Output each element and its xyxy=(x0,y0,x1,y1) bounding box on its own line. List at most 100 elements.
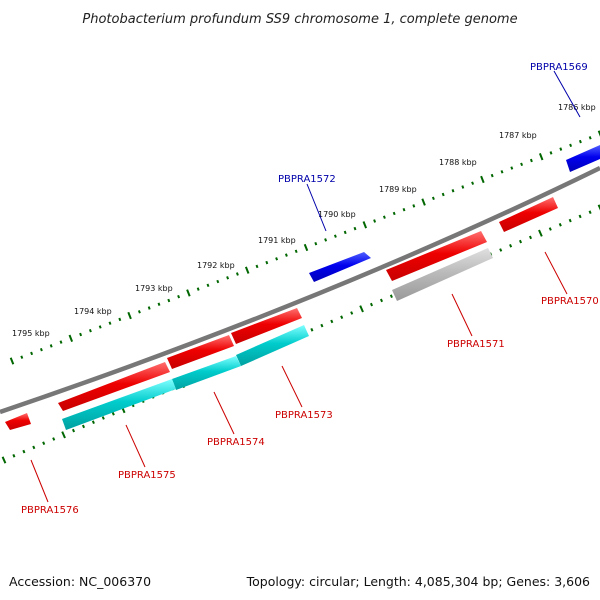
scale-tick xyxy=(20,355,24,359)
scale-tick xyxy=(520,162,524,167)
gene-label-PBPRA1573[interactable]: PBPRA1573 xyxy=(275,410,333,421)
gene-feature-blue[interactable] xyxy=(566,145,600,172)
leader-PBPRA1571 xyxy=(451,293,473,337)
scale-tick xyxy=(597,204,600,211)
scale-tick xyxy=(559,147,563,151)
leader-PBPRA1574 xyxy=(213,391,235,435)
scale-tick xyxy=(206,283,210,288)
scale-label-1795: 1795 kbp xyxy=(12,329,50,338)
scale-tick xyxy=(177,294,181,299)
scale-tick xyxy=(303,243,309,252)
scale-tick xyxy=(480,175,485,184)
scale-tick xyxy=(421,198,426,206)
gene-feature-blue[interactable] xyxy=(309,252,371,282)
scale-tick xyxy=(91,420,95,424)
scale-tick xyxy=(499,248,503,252)
scale-tick xyxy=(490,173,494,178)
scale-tick xyxy=(538,229,543,237)
scale-label-1787: 1787 kbp xyxy=(499,131,537,140)
scale-tick xyxy=(588,210,592,214)
scale-tick xyxy=(71,428,76,433)
scale-tick xyxy=(431,196,435,201)
leader-PBPRA1575 xyxy=(125,424,146,468)
scale-tick xyxy=(101,416,105,420)
scale-tick xyxy=(412,204,416,208)
scale-tick xyxy=(568,218,572,223)
scale-tick xyxy=(333,234,337,238)
gene-feature-cyan[interactable] xyxy=(172,356,241,390)
scale-tick xyxy=(402,207,406,212)
scale-tick xyxy=(549,151,553,155)
gene-PBPRA1571[interactable] xyxy=(386,231,493,301)
scale-tick xyxy=(22,449,26,454)
gene-labels: PBPRA1569 PBPRA1570 PBPRA1571 PBPRA1572 … xyxy=(21,62,599,516)
scale-tick xyxy=(42,441,46,445)
accession-text: Accession: NC_006370 xyxy=(9,574,151,589)
scale-ticks-forward xyxy=(9,130,600,365)
gene-feature-red[interactable] xyxy=(167,335,234,369)
scale-tick xyxy=(32,445,36,450)
gene-label-PBPRA1571[interactable]: PBPRA1571 xyxy=(447,339,505,350)
genome-summary-text: Topology: circular; Length: 4,085,304 bp… xyxy=(246,574,590,589)
gene-feature-cyan[interactable] xyxy=(236,325,309,366)
gene-feature-red[interactable] xyxy=(499,197,558,232)
gene-label-PBPRA1575[interactable]: PBPRA1575 xyxy=(118,470,176,481)
leader-PBPRA1576 xyxy=(30,459,49,503)
scale-tick xyxy=(52,437,56,441)
gene-feature-cyan[interactable] xyxy=(62,379,176,430)
scale-tick xyxy=(226,276,230,280)
gene-label-PBPRA1576[interactable]: PBPRA1576 xyxy=(21,505,79,516)
gene-feature-red[interactable] xyxy=(58,362,170,411)
scale-tick xyxy=(314,241,318,246)
leader-PBPRA1569 xyxy=(553,70,581,118)
gene-label-PBPRA1569[interactable]: PBPRA1569 xyxy=(530,62,588,73)
scale-tick xyxy=(461,185,465,189)
gene-feature-red[interactable] xyxy=(5,413,31,430)
gene-PBPRA1572[interactable] xyxy=(309,252,371,282)
scale-tick xyxy=(108,321,112,325)
scale-tick xyxy=(451,189,455,193)
scale-label-1793: 1793 kbp xyxy=(135,284,173,293)
scale-tick xyxy=(343,230,347,235)
gene-PBPRA1573[interactable] xyxy=(231,308,309,366)
scale-tick xyxy=(167,298,171,303)
scale-tick xyxy=(196,287,200,291)
leader-PBPRA1572 xyxy=(306,183,327,232)
scale-tick xyxy=(382,215,386,219)
gene-label-PBPRA1574[interactable]: PBPRA1574 xyxy=(207,437,265,448)
gene-PBPRA1576[interactable] xyxy=(5,413,31,430)
gene-PBPRA1574[interactable] xyxy=(167,335,241,390)
gene-label-PBPRA1570[interactable]: PBPRA1570 xyxy=(541,296,599,307)
scale-tick xyxy=(127,311,132,320)
scale-tick xyxy=(392,211,396,216)
scale-tick xyxy=(510,166,514,170)
scale-tick xyxy=(275,257,279,261)
scale-tick xyxy=(320,323,324,328)
scale-tick xyxy=(389,294,393,298)
scale-tick xyxy=(441,192,445,197)
scale-tick xyxy=(111,412,115,416)
gene-feature-gray[interactable] xyxy=(392,248,493,301)
scale-tick xyxy=(558,223,562,227)
gene-PBPRA1569[interactable] xyxy=(566,145,600,172)
gene-PBPRA1575[interactable] xyxy=(58,362,176,430)
scale-tick xyxy=(186,289,191,297)
scale-tick xyxy=(9,357,15,365)
scale-tick xyxy=(324,238,328,242)
scale-tick xyxy=(340,315,344,319)
gene-feature-red[interactable] xyxy=(231,308,302,344)
scale-tick xyxy=(471,181,475,185)
gene-PBPRA1570[interactable] xyxy=(499,197,558,232)
scale-tick xyxy=(88,328,92,333)
scale-tick xyxy=(588,136,592,140)
gene-label-PBPRA1572[interactable]: PBPRA1572 xyxy=(278,174,336,185)
scale-label-1791: 1791 kbp xyxy=(258,236,296,245)
leader-PBPRA1573 xyxy=(281,365,303,408)
scale-tick xyxy=(284,253,288,257)
scale-tick xyxy=(359,305,364,313)
scale-tick xyxy=(509,244,513,248)
scale-tick xyxy=(369,302,374,307)
gene-feature-red[interactable] xyxy=(386,231,487,281)
scale-tick xyxy=(79,332,83,337)
